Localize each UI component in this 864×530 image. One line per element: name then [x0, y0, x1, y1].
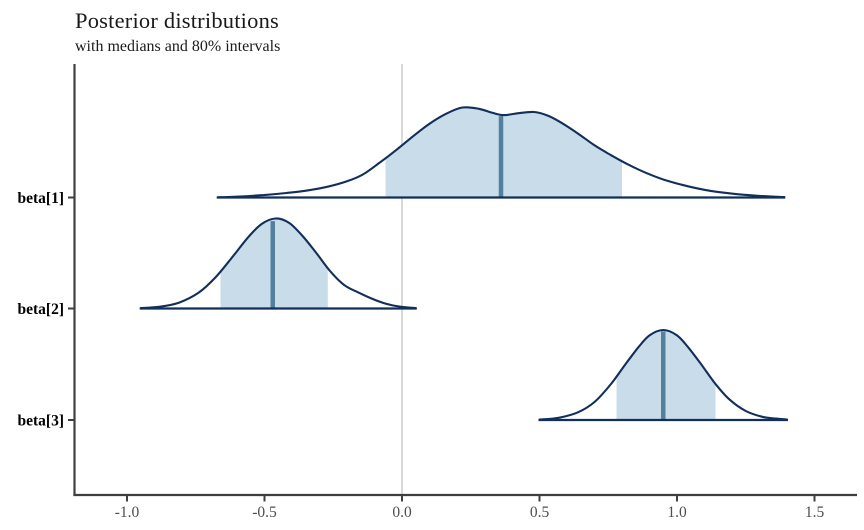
interval-band-beta-3: [616, 330, 716, 420]
x-tick-label-0.0: 0.0: [392, 504, 412, 521]
x-tick-label-0.5: 0.5: [530, 504, 550, 521]
x-tick-label-1.5: 1.5: [805, 504, 825, 521]
x-tick-label--0.5: -0.5: [252, 504, 277, 521]
x-tick-label-1.0: 1.0: [667, 504, 687, 521]
y-axis-label-beta-1: beta[1]: [18, 190, 65, 207]
chart-subtitle: with medians and 80% intervals: [75, 38, 281, 55]
density-curve-beta-3: [538, 328, 789, 421]
interval-band-beta-1: [385, 107, 622, 198]
density-curve-beta-1: [216, 106, 786, 199]
y-axis-label-beta-2: beta[2]: [18, 301, 65, 318]
density-curve-beta-2: [139, 217, 417, 310]
x-tick-label--1.0: -1.0: [115, 504, 140, 521]
chart-title: Posterior distributions: [75, 8, 279, 33]
y-axis-label-beta-3: beta[3]: [18, 413, 65, 430]
